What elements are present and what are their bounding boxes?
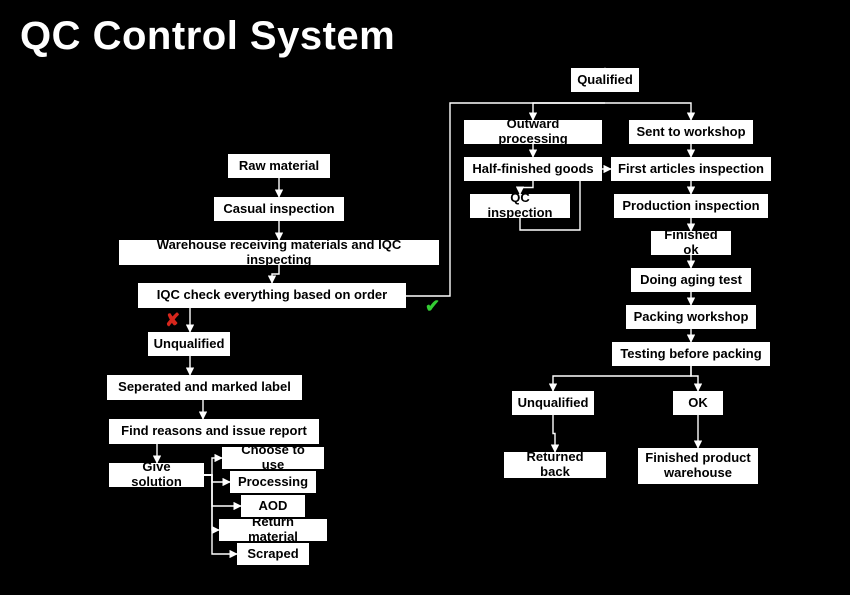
node-retback: Returned back (504, 452, 606, 478)
node-testpack: Testing before packing (612, 342, 770, 366)
node-finware: Finished product warehouse (638, 448, 758, 484)
node-prodinsp: Production inspection (614, 194, 768, 218)
check-icon: ✔ (425, 296, 440, 317)
node-iqccheck: IQC check everything based on order (138, 283, 406, 308)
node-scraped: Scraped (237, 543, 309, 565)
edge (204, 458, 222, 475)
node-qualified: Qualified (571, 68, 639, 92)
edge (204, 475, 219, 530)
page-title: QC Control System (20, 14, 395, 59)
node-raw: Raw material (228, 154, 330, 178)
node-aging: Doing aging test (631, 268, 751, 292)
node-returnmat: Return material (219, 519, 327, 541)
cross-icon: ✘ (165, 310, 180, 331)
edge (553, 415, 555, 452)
node-sep: Seperated and marked label (107, 375, 302, 400)
edge (204, 475, 230, 482)
node-warehouse: Warehouse receiving materials and IQC in… (119, 240, 439, 265)
node-packws: Packing workshop (626, 305, 756, 329)
node-unq2: Unqualified (512, 391, 594, 415)
node-choose: Choose to use (222, 447, 324, 469)
edge (605, 103, 691, 120)
flowchart-stage: QC Control System Raw material Casual ins… (0, 0, 850, 595)
edge (272, 265, 279, 283)
edge (553, 366, 691, 391)
node-ok: OK (673, 391, 723, 415)
node-sentws: Sent to workshop (629, 120, 753, 144)
node-qcinsp: QC inspection (470, 194, 570, 218)
node-give: Give solution (109, 463, 204, 487)
node-firstart: First articles inspection (611, 157, 771, 181)
node-half: Half-finished goods (464, 157, 602, 181)
node-unq: Unqualified (148, 332, 230, 356)
node-reasons: Find reasons and issue report (109, 419, 319, 444)
node-outward: Outward processing (464, 120, 602, 144)
node-processing: Processing (230, 471, 316, 493)
node-casual: Casual inspection (214, 197, 344, 221)
node-finok: Finished ok (651, 231, 731, 255)
edge (691, 366, 698, 391)
